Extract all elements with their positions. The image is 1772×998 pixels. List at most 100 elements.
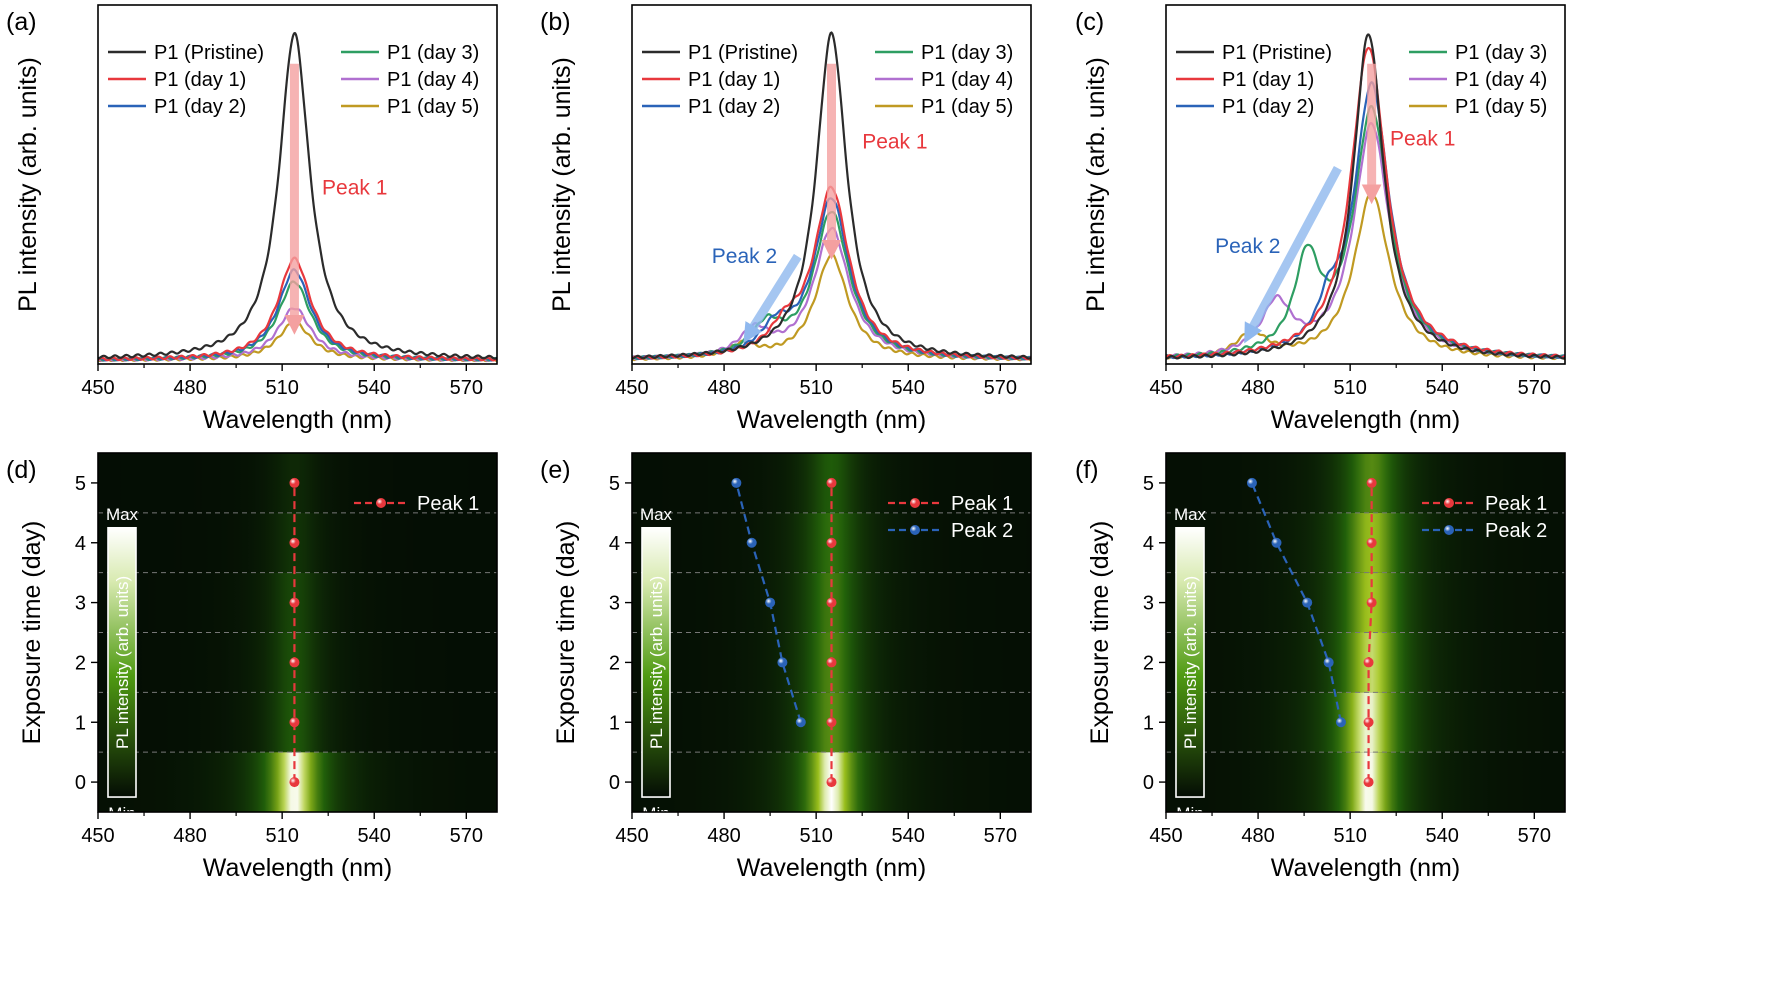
x-tick-label: 450 (1149, 825, 1182, 847)
peak2-marker (1302, 597, 1313, 608)
colorbar (641, 526, 671, 798)
panel-a: (a) Peak 1 P1 (Pristine) P1 (day 1) P1 (day … (6, 4, 498, 434)
panel-label: (d) (6, 456, 37, 484)
peak1-marker (1363, 717, 1374, 728)
peak2-arrow (743, 253, 802, 344)
heatmap-row (1166, 453, 1565, 513)
legend-item: Peak 2 (1422, 520, 1547, 542)
peak2-marker (777, 657, 788, 668)
x-tick-label: 480 (173, 377, 206, 399)
plot-frame (97, 4, 498, 365)
series-line (632, 252, 1031, 362)
panel-label: (e) (540, 456, 571, 484)
y-tick-label: 3 (609, 593, 620, 615)
peak2-marker (1246, 477, 1257, 488)
x-tick-label: 540 (1426, 825, 1459, 847)
peak1-marker (289, 777, 300, 788)
colorbar-title: PL intensity (arb. units) (1181, 576, 1200, 749)
peak1-marker (826, 477, 837, 488)
peak1-marker (289, 597, 300, 608)
series-line (1166, 192, 1565, 361)
peak1-marker (289, 717, 300, 728)
legend-item: Peak 1 (1422, 493, 1547, 515)
x-tick-label: 510 (799, 377, 832, 399)
peak1-marker (826, 777, 837, 788)
y-tick-label: 2 (1143, 652, 1154, 674)
legend-item: P1 (day 2) (642, 96, 780, 118)
legend-item: P1 (day 3) (1409, 42, 1547, 64)
legend-label: P1 (day 2) (688, 96, 780, 118)
peak2-marker (1271, 537, 1282, 548)
panel-label: (b) (540, 8, 571, 36)
y-axis-label: PL intensity (arb. units) (548, 57, 576, 312)
x-tick-label: 450 (1149, 377, 1182, 399)
peak1-marker (1366, 477, 1377, 488)
heatmap-area (1166, 453, 1565, 812)
legend-item: Peak 2 (888, 520, 1013, 542)
x-tick-label: 570 (984, 825, 1017, 847)
x-tick-label: 570 (1518, 377, 1551, 399)
legend-label: P1 (day 3) (1455, 42, 1547, 64)
legend-label: P1 (day 5) (387, 96, 479, 118)
legend-item: P1 (Pristine) (1176, 42, 1332, 64)
peak1-marker (1363, 777, 1374, 788)
y-tick-label: 4 (75, 533, 86, 555)
x-tick-label: 450 (615, 377, 648, 399)
x-tick-label: 540 (892, 377, 925, 399)
annotation-label: Peak 2 (1215, 235, 1280, 258)
y-axis-label: Exposure time (day) (552, 521, 580, 745)
peak1-marker (826, 657, 837, 668)
panel-label: (a) (6, 8, 37, 36)
legend-item: P1 (day 4) (1409, 69, 1547, 91)
legend-item: P1 (day 5) (341, 96, 479, 118)
x-axis-label: Wavelength (nm) (1271, 854, 1460, 882)
x-tick-label: 570 (450, 377, 483, 399)
y-tick-label: 3 (1143, 593, 1154, 615)
legend-marker (910, 498, 920, 508)
y-tick-label: 2 (75, 652, 86, 674)
legend-item: Peak 1 (888, 493, 1013, 515)
legend-marker (910, 525, 920, 535)
y-axis-label: Exposure time (day) (18, 521, 46, 745)
legend-label: P1 (Pristine) (1222, 42, 1332, 64)
legend-label: P1 (day 4) (1455, 69, 1547, 91)
legend-item: P1 (day 3) (875, 42, 1013, 64)
x-tick-label: 510 (1333, 825, 1366, 847)
colorbar (1175, 526, 1205, 798)
peak2-marker (765, 597, 776, 608)
legend-item: P1 (day 5) (1409, 96, 1547, 118)
peak1-marker (1366, 597, 1377, 608)
plot-frame (631, 4, 1032, 365)
panel-f: (f) Max Min PL intensity (arb. units) Peak 1… (1075, 452, 1566, 882)
plot-frame (1165, 452, 1566, 813)
annotation-label: Peak 1 (862, 131, 927, 154)
peak1-marker (289, 477, 300, 488)
panel-label: (f) (1075, 456, 1099, 484)
colorbar-title: PL intensity (arb. units) (647, 576, 666, 749)
legend-label: P1 (day 1) (688, 69, 780, 91)
legend-label: P1 (day 1) (1222, 69, 1314, 91)
x-tick-label: 480 (1241, 377, 1274, 399)
y-tick-label: 4 (609, 533, 620, 555)
x-tick-label: 510 (1333, 377, 1366, 399)
series-line (1166, 33, 1565, 360)
peak1-marker (826, 717, 837, 728)
legend-item: P1 (day 1) (1176, 69, 1314, 91)
x-tick-label: 570 (984, 377, 1017, 399)
annotation-label: Peak 2 (712, 245, 777, 268)
y-tick-label: 0 (609, 772, 620, 794)
legend-item: P1 (Pristine) (642, 42, 798, 64)
peak2-marker (1335, 717, 1346, 728)
x-tick-label: 480 (707, 377, 740, 399)
x-tick-label: 450 (81, 825, 114, 847)
plot-frame (631, 452, 1032, 813)
y-tick-label: 2 (609, 652, 620, 674)
y-tick-label: 5 (609, 473, 620, 495)
x-tick-label: 510 (265, 377, 298, 399)
heatmap-area (632, 453, 1031, 812)
y-axis-label: Exposure time (day) (1086, 521, 1114, 745)
legend-label: Peak 2 (1485, 520, 1547, 542)
x-tick-label: 480 (173, 825, 206, 847)
y-tick-label: 5 (75, 473, 86, 495)
